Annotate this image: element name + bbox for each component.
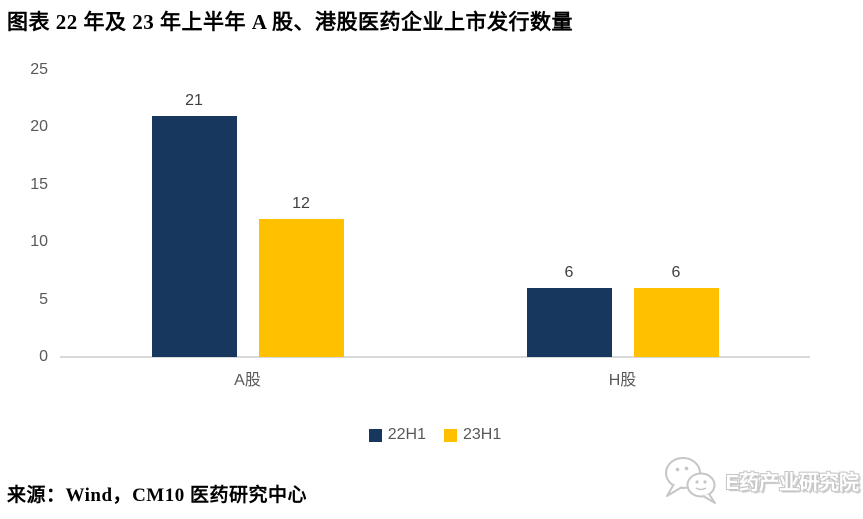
legend-swatch-icon: [368, 428, 382, 442]
bar-23H1-A股: [258, 219, 344, 357]
bar-22H1-H股: [526, 288, 612, 357]
x-category-label: A股: [234, 372, 261, 389]
bar-23H1-H股: [633, 288, 719, 357]
y-tick-label: 5: [39, 290, 48, 308]
watermark: E药产业研究院: [660, 450, 859, 510]
wechat-logo-icon: [664, 457, 716, 504]
bar-value-label: 12: [292, 195, 310, 213]
bar-value-label: 21: [185, 91, 203, 109]
legend: 22H1 23H1: [60, 426, 810, 444]
bar-value-label: 6: [564, 264, 574, 282]
legend-label: 22H1: [387, 426, 426, 443]
legend-item-23H1: 23H1: [444, 426, 501, 444]
y-tick-label: 15: [30, 175, 48, 193]
legend-swatch-icon: [444, 428, 457, 442]
y-tick-label: 10: [30, 233, 48, 251]
chart-title: 图表 22 年及 23 年上半年 A 股、港股医药企业上市发行数量: [7, 10, 574, 34]
y-tick-label: 20: [30, 118, 48, 136]
x-axis-line: [60, 356, 810, 358]
source-note: 来源：Wind，CM10 医药研究中心: [7, 485, 307, 506]
watermark-text: E药产业研究院: [725, 471, 859, 494]
legend-item-22H1: 22H1: [368, 426, 426, 444]
bar-22H1-A股: [151, 115, 237, 357]
y-tick-label: 0: [39, 348, 48, 365]
y-tick-label: 25: [30, 61, 48, 78]
legend-label: 23H1: [463, 426, 502, 443]
bar-value-label: 6: [671, 264, 681, 282]
x-category-label: H股: [608, 372, 637, 389]
